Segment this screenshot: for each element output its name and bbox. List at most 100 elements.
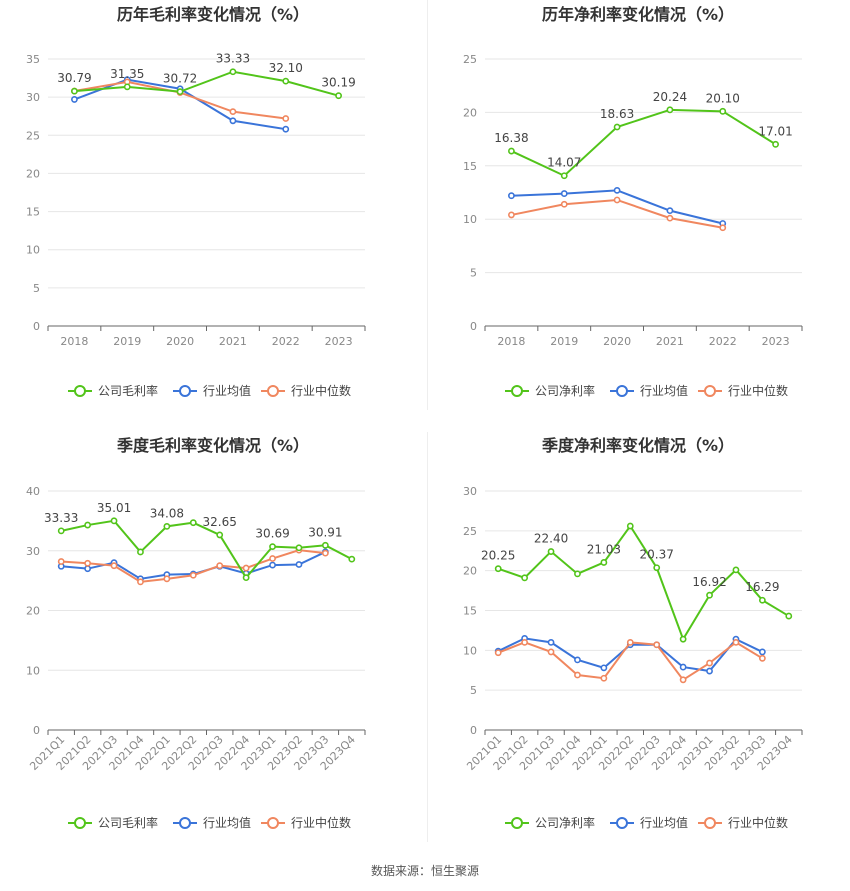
data-point — [71, 96, 78, 103]
data-point — [719, 224, 727, 232]
data-point — [706, 591, 713, 599]
data-point — [653, 564, 661, 572]
data-label: 32.65 — [203, 515, 237, 529]
data-label: 30.72 — [163, 72, 197, 86]
data-point — [348, 555, 356, 563]
data-point — [163, 522, 171, 530]
data-label: 18.63 — [600, 107, 634, 121]
legend-label: 行业中位数 — [291, 815, 351, 830]
data-label: 16.29 — [745, 580, 779, 594]
data-point — [335, 92, 342, 100]
data-point — [626, 638, 634, 646]
data-label: 20.25 — [481, 549, 515, 563]
vertical-divider-lower — [427, 432, 428, 842]
x-tick-label: 2020 — [166, 335, 194, 348]
legend-marker — [616, 817, 628, 829]
data-point — [600, 674, 608, 682]
data-point — [216, 531, 224, 539]
data-point — [521, 638, 529, 646]
data-label: 22.40 — [534, 532, 568, 546]
data-point — [189, 571, 197, 579]
legend-marker — [74, 817, 86, 829]
y-tick-label: 30 — [26, 545, 40, 558]
y-tick-label: 25 — [26, 129, 40, 142]
legend-label: 行业均值 — [203, 383, 251, 398]
data-label: 33.33 — [44, 511, 78, 525]
x-tick-label: 2022 — [272, 335, 300, 348]
data-point — [508, 192, 515, 200]
data-point — [508, 211, 515, 219]
data-label: 31.35 — [110, 67, 144, 81]
x-tick-label: 2018 — [60, 335, 88, 348]
data-point — [758, 654, 766, 662]
series-line — [60, 519, 353, 580]
data-point — [57, 558, 65, 565]
y-tick-label: 40 — [26, 485, 40, 498]
chart-title: 季度毛利率变化情况（%） — [116, 436, 309, 455]
data-point — [600, 559, 608, 566]
data-point — [242, 574, 250, 582]
data-point — [269, 561, 276, 569]
x-tick-label: 2019 — [550, 335, 578, 348]
data-label: 14.07 — [547, 156, 581, 170]
data-point — [242, 564, 250, 572]
y-tick-label: 20 — [463, 106, 477, 119]
data-point — [494, 565, 502, 573]
data-point — [706, 659, 713, 667]
chart-4: 季度净利率变化情况（%）0510152025302021Q12021Q22021… — [463, 436, 803, 830]
data-label: 20.24 — [653, 90, 687, 104]
series-line — [511, 198, 723, 229]
data-point — [123, 83, 131, 91]
data-point — [84, 521, 92, 529]
data-label: 33.33 — [216, 52, 250, 66]
y-tick-label: 10 — [463, 213, 477, 226]
y-tick-label: 5 — [470, 267, 477, 280]
y-tick-label: 0 — [470, 320, 477, 333]
data-point — [732, 638, 740, 646]
data-point — [137, 548, 144, 556]
legend-label: 行业均值 — [203, 815, 251, 830]
data-point — [508, 147, 515, 155]
chart-2: 历年净利率变化情况（%） 0 5 10 15 20 25 2018 2019 2020 2021 20… — [463, 5, 803, 398]
y-tick-label: 25 — [463, 53, 477, 66]
data-point — [772, 140, 779, 148]
data-point — [321, 549, 329, 557]
data-point — [666, 106, 674, 114]
y-tick-label: 15 — [463, 605, 477, 618]
data-point — [653, 641, 661, 649]
y-tick-label: 0 — [33, 724, 40, 737]
data-label: 35.01 — [97, 501, 131, 515]
data-label: 17.01 — [758, 124, 792, 138]
x-tick-label: 2021 — [219, 335, 247, 348]
chart-title: 季度净利率变化情况（%） — [541, 436, 734, 455]
data-point — [163, 575, 171, 583]
chart-1: 历年毛利率变化情况（%） 0 5 10 15 20 25 30 35 2018 2019 2020 20… — [26, 5, 366, 398]
data-point — [216, 562, 224, 570]
data-point — [600, 664, 608, 672]
data-point — [71, 87, 78, 95]
x-tick-label: 2020 — [603, 335, 631, 348]
data-point — [110, 517, 118, 525]
data-point — [679, 676, 687, 684]
data-point — [84, 565, 92, 573]
data-point — [269, 555, 276, 562]
data-label: 32.10 — [269, 61, 303, 75]
legend-label: 公司净利率 — [535, 383, 595, 398]
data-point — [84, 559, 92, 567]
legend-marker — [267, 385, 279, 397]
data-point — [666, 214, 674, 222]
data-point — [282, 125, 290, 133]
data-point — [295, 561, 303, 568]
data-point — [547, 638, 555, 646]
data-point — [57, 527, 65, 535]
x-tick-label: 2019 — [113, 335, 141, 348]
y-tick-label: 30 — [26, 91, 40, 104]
data-point — [758, 596, 766, 604]
data-label: 30.69 — [255, 527, 289, 541]
y-tick-label: 0 — [470, 724, 477, 737]
data-point — [229, 68, 237, 76]
data-point — [295, 544, 303, 552]
y-tick-label: 20 — [26, 167, 40, 180]
data-point — [706, 667, 713, 675]
